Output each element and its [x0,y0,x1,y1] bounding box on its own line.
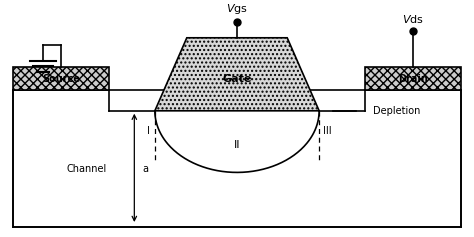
Text: Gate: Gate [222,74,252,84]
Bar [365,68,461,90]
Text: $\it{V}$gs: $\it{V}$gs [226,2,248,16]
Bar [13,68,109,90]
Polygon shape [13,90,461,227]
Text: I: I [146,126,149,136]
Text: Channel: Channel [66,164,107,174]
Polygon shape [155,38,319,111]
Text: III: III [323,126,332,136]
Text: Source: Source [42,74,80,84]
Text: Depletion: Depletion [373,106,420,116]
Text: $\it{V}$ds: $\it{V}$ds [402,14,424,25]
Text: a: a [143,164,149,174]
Text: II: II [234,140,240,150]
Text: Drain: Drain [398,74,428,84]
